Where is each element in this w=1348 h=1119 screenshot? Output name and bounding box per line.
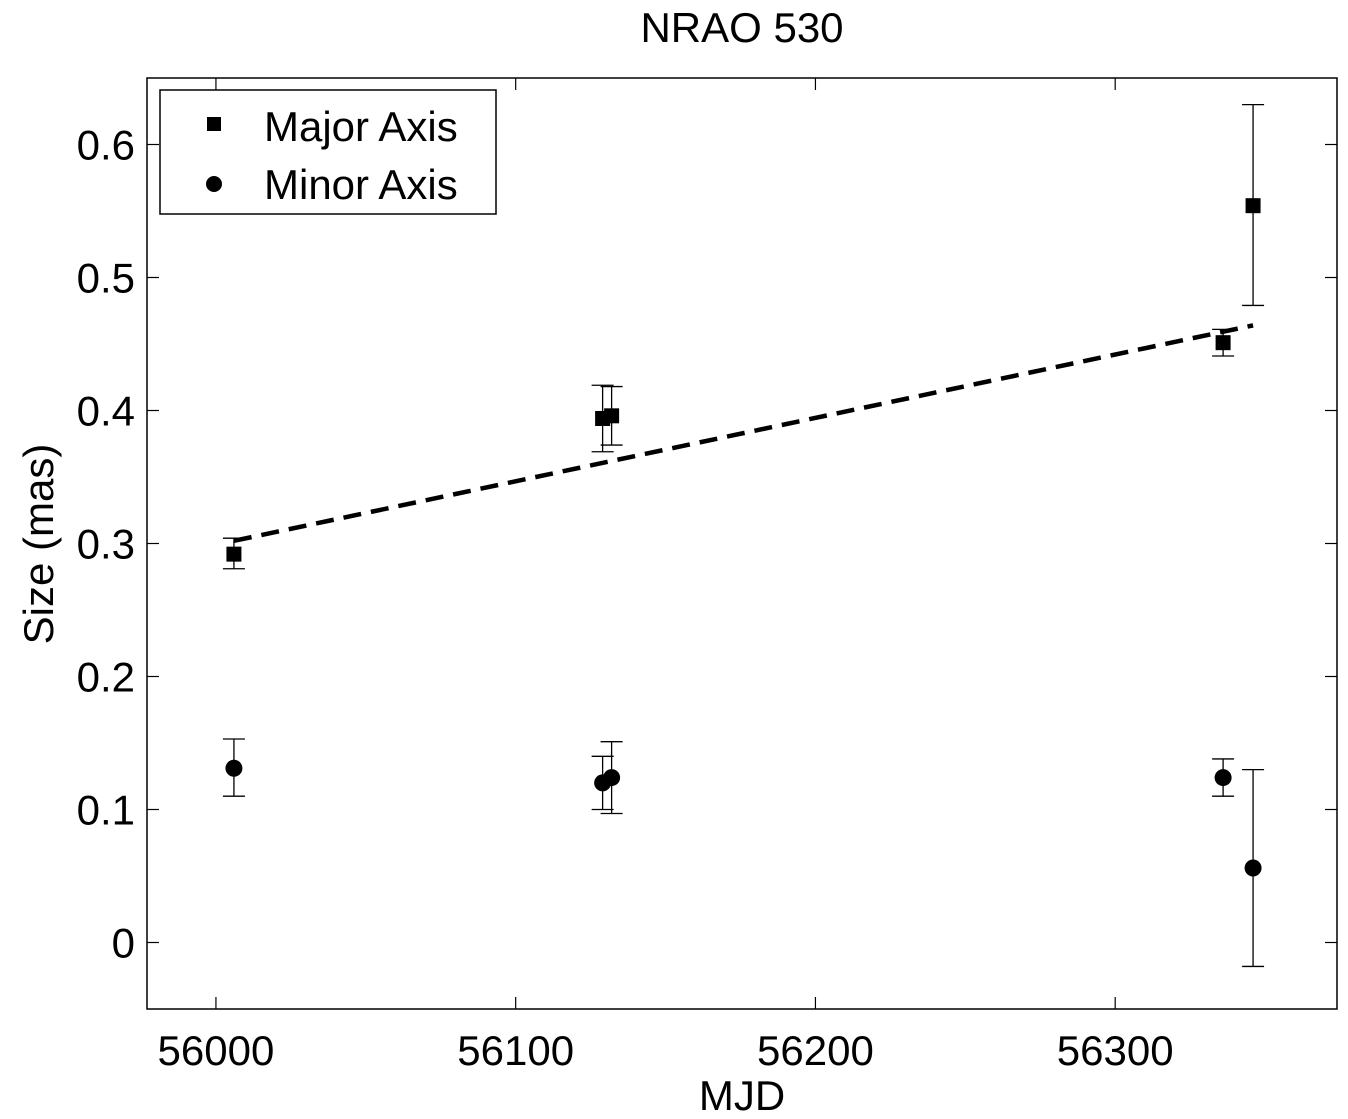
y-tick-label: 0.2 <box>77 654 135 701</box>
fit-line-layer <box>233 323 1254 544</box>
legend-box <box>159 89 497 215</box>
markers-layer <box>225 198 1262 877</box>
minor-axis-point <box>1244 859 1262 877</box>
chart-title: NRAO 530 <box>640 4 843 51</box>
y-axis-label: Size (mas) <box>15 444 62 645</box>
minor-axis-point <box>225 759 243 777</box>
y-axis-ticks: 0 0.1 0.2 0.3 0.4 0.5 0.6 <box>77 122 1337 967</box>
error-bars-layer <box>222 103 1265 968</box>
major-axis-point <box>604 408 620 424</box>
y-tick-label: 0.5 <box>77 255 135 302</box>
x-tick-label: 56000 <box>158 1027 275 1074</box>
legend-major-axis-label: Major Axis <box>264 103 458 150</box>
minor-axis-point <box>603 769 621 787</box>
major-axis-point <box>1215 335 1231 351</box>
legend: Major Axis Minor Axis <box>159 89 497 215</box>
fit-line <box>233 323 1254 544</box>
x-axis-label: MJD <box>699 1072 785 1119</box>
major-axis-point <box>226 546 242 562</box>
x-axis-ticks: 56000 56100 56200 56300 <box>158 78 1174 1074</box>
y-tick-label: 0.3 <box>77 521 135 568</box>
legend-major-axis-marker <box>207 117 221 131</box>
axes-box <box>146 77 1338 1010</box>
x-tick-label: 56300 <box>1057 1027 1174 1074</box>
legend-minor-axis-label: Minor Axis <box>264 161 458 208</box>
y-tick-label: 0.4 <box>77 388 135 435</box>
y-tick-label: 0.1 <box>77 787 135 834</box>
major-axis-point <box>1245 198 1261 214</box>
x-tick-label: 56200 <box>757 1027 874 1074</box>
legend-minor-axis-marker <box>206 176 222 192</box>
y-tick-label: 0 <box>112 920 135 967</box>
y-tick-label: 0.6 <box>77 122 135 169</box>
x-tick-label: 56100 <box>457 1027 574 1074</box>
minor-axis-point <box>1214 769 1232 787</box>
plot-area <box>146 77 1338 1010</box>
